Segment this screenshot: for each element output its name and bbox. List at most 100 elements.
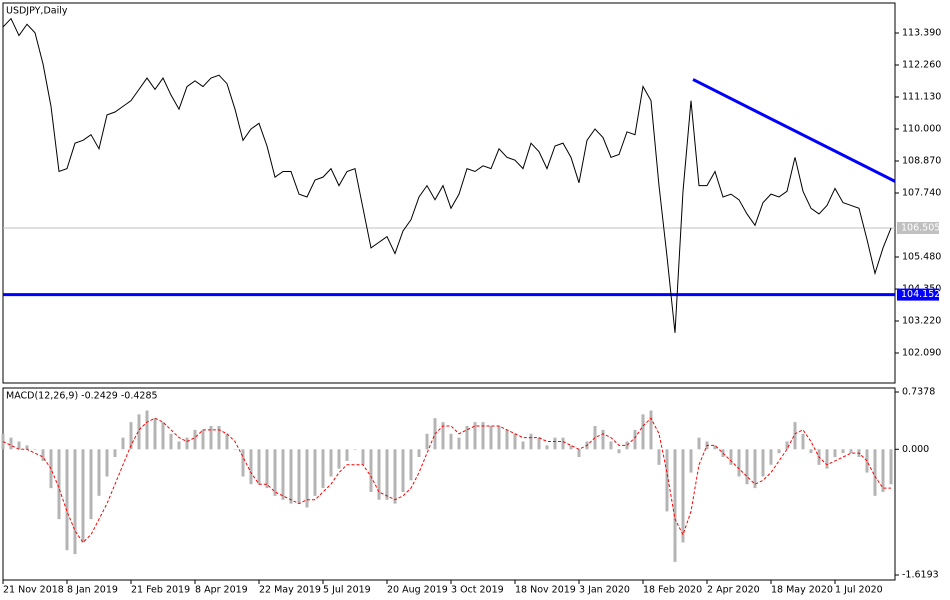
- y-tick-label: 112.260: [902, 60, 941, 71]
- macd-bar: [545, 445, 549, 450]
- macd-bar: [33, 449, 37, 450]
- macd-bar: [617, 449, 621, 454]
- macd-bar: [457, 437, 461, 450]
- macd-bar: [81, 449, 85, 543]
- x-tick-label: 2 Apr 2020: [707, 585, 760, 596]
- x-tick-label: 3 Oct 2019: [451, 585, 504, 596]
- macd-bar: [89, 449, 93, 520]
- price-label: 104.152: [901, 289, 940, 300]
- macd-bar: [9, 437, 13, 450]
- macd-bar: [561, 437, 565, 450]
- macd-bar: [425, 433, 429, 450]
- x-tick-label: 8 Jan 2019: [67, 585, 118, 596]
- y-tick-label: 107.740: [902, 188, 941, 199]
- macd-bar: [753, 449, 757, 489]
- macd-panel: [2, 387, 896, 581]
- macd-bar: [409, 449, 413, 481]
- y-tick-label: 103.220: [902, 315, 941, 326]
- macd-bar: [17, 441, 21, 450]
- macd-bar: [657, 449, 661, 465]
- macd-bar: [849, 449, 853, 454]
- macd-title: MACD(12,26,9) -0.2429 -0.4285: [6, 391, 158, 402]
- macd-bar: [577, 449, 581, 458]
- macd-bar: [633, 429, 637, 450]
- macd-bar: [217, 425, 221, 450]
- macd-bar: [793, 422, 797, 450]
- macd-bar: [137, 414, 141, 450]
- x-tick-label: 1 Jul 2020: [835, 585, 883, 596]
- macd-bar: [537, 437, 541, 450]
- macd-bar: [881, 449, 885, 492]
- macd-bar: [681, 449, 685, 543]
- macd-bar: [185, 437, 189, 450]
- x-tick-label: 20 Aug 2019: [387, 585, 448, 596]
- macd-bar: [145, 410, 149, 450]
- macd-bar: [625, 441, 629, 450]
- macd-bar: [833, 449, 837, 458]
- macd-bar: [169, 433, 173, 450]
- chart-title: USDJPY,Daily: [6, 6, 68, 17]
- macd-bar: [665, 449, 669, 512]
- price-label-box: [897, 288, 939, 301]
- macd-bar: [553, 437, 557, 450]
- signal-line: [2, 417, 891, 544]
- macd-bar: [785, 441, 789, 450]
- macd-bar: [809, 449, 813, 454]
- x-tick-label: 21 Feb 2019: [131, 585, 190, 596]
- y-tick-label: 0.7378: [902, 387, 935, 398]
- macd-bar: [161, 422, 165, 450]
- macd-bar: [761, 449, 765, 477]
- macd-bar: [57, 449, 61, 520]
- macd-bar: [305, 449, 309, 508]
- macd-bar: [105, 449, 109, 477]
- macd-bar: [113, 449, 117, 458]
- macd-bar: [649, 410, 653, 450]
- macd-bar: [481, 422, 485, 450]
- x-tick-label: 18 Feb 2020: [643, 585, 702, 596]
- macd-bar: [281, 449, 285, 500]
- y-tick-label: 102.090: [902, 347, 941, 358]
- macd-bar: [393, 449, 397, 504]
- macd-bar: [889, 449, 893, 485]
- macd-bar: [401, 449, 405, 492]
- macd-bar: [801, 433, 805, 450]
- price-label: 106.505: [901, 222, 940, 233]
- macd-bar: [369, 449, 373, 492]
- macd-bar: [497, 425, 501, 450]
- price-label-box: [897, 221, 939, 234]
- macd-bar: [353, 449, 357, 450]
- macd-bar: [209, 425, 213, 450]
- macd-bar: [737, 449, 741, 477]
- macd-bar: [257, 449, 261, 485]
- x-tick-label: 22 May 2019: [259, 585, 321, 596]
- macd-bar: [473, 422, 477, 450]
- macd-bar: [609, 441, 613, 450]
- macd-bar: [377, 449, 381, 500]
- macd-bar: [441, 422, 445, 450]
- macd-bar: [321, 449, 325, 489]
- macd-bar: [689, 449, 693, 473]
- macd-bar: [97, 449, 101, 496]
- macd-bar: [153, 418, 157, 450]
- price-panel: [2, 2, 896, 384]
- macd-bar: [249, 449, 253, 485]
- macd-bar: [521, 441, 525, 450]
- macd-bar: [641, 414, 645, 450]
- macd-bar: [129, 422, 133, 450]
- x-tick-label: 3 Jan 2020: [579, 585, 630, 596]
- macd-bar: [529, 433, 533, 450]
- macd-bar: [465, 425, 469, 450]
- macd-bar: [713, 445, 717, 450]
- macd-bar: [449, 433, 453, 450]
- macd-bar: [417, 449, 421, 458]
- y-tick-label: 0.000: [902, 444, 929, 455]
- y-tick-label: -1.6193: [902, 570, 939, 581]
- macd-bar: [241, 449, 245, 477]
- y-tick-label: 108.870: [902, 156, 941, 167]
- macd-bar: [73, 449, 77, 555]
- macd-bar: [201, 429, 205, 450]
- macd-bar: [193, 429, 197, 450]
- macd-bar: [873, 449, 877, 496]
- macd-bar: [297, 449, 301, 504]
